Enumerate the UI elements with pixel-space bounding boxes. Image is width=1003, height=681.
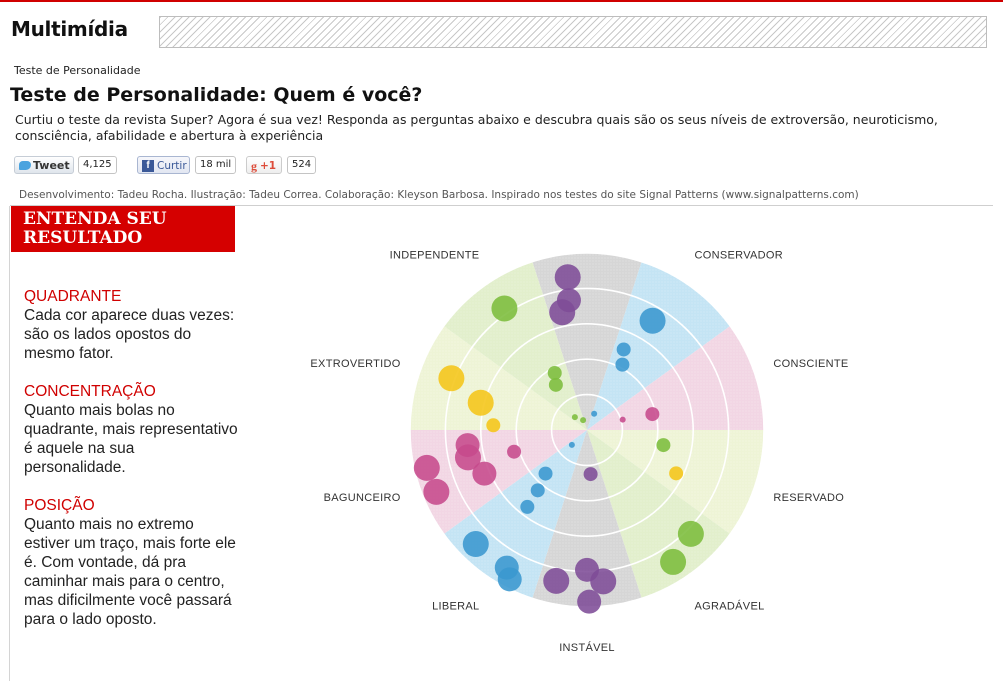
google-plus-button[interactable]: g +1	[246, 156, 282, 174]
social-bar: Tweet 4,125 f Curtir 18 mil g +1 524	[14, 156, 334, 176]
trait-ball	[423, 478, 450, 505]
sector-texture-2	[587, 325, 764, 430]
legend-title: CONCENTRAÇÃO	[24, 383, 156, 400]
legend-text: Cada cor aparece duas vezes: são os lado…	[24, 307, 235, 362]
plus-label: +1	[260, 160, 277, 172]
trait-ball	[639, 307, 666, 334]
trait-ball	[413, 454, 440, 481]
sector-texture-4	[587, 430, 731, 599]
legend-title: POSIÇÃO	[24, 497, 95, 514]
axis-label-9: INDEPENDENTE	[390, 249, 480, 261]
trait-ball	[656, 438, 671, 453]
section-title: Multimídia	[11, 17, 128, 41]
trait-ball	[577, 589, 602, 614]
sector-texture-8	[410, 325, 587, 430]
axis-label-1: CONSERVADOR	[695, 249, 783, 261]
trait-ball	[454, 444, 481, 471]
trait-ball	[507, 444, 522, 459]
trait-ball	[491, 295, 518, 322]
top-red-line	[0, 0, 1003, 2]
facebook-like-button[interactable]: f Curtir	[137, 156, 190, 174]
trait-ball	[538, 466, 553, 481]
trait-ball	[580, 417, 587, 424]
trait-ball	[677, 520, 704, 547]
trait-ball	[462, 531, 489, 558]
header-hatch-band	[159, 16, 987, 48]
axis-label-7: BAGUNCEIRO	[324, 492, 401, 504]
google-icon: g	[251, 159, 257, 173]
trait-ball	[548, 377, 563, 392]
trait-ball	[660, 548, 687, 575]
legend-quadrante: QUADRANTE Cada cor aparece duas vezes: s…	[24, 287, 239, 363]
like-label: Curtir	[157, 160, 187, 172]
breadcrumb[interactable]: Teste de Personalidade	[14, 64, 141, 77]
plus-count: 524	[287, 156, 317, 174]
legend-concentracao: CONCENTRAÇÃO Quanto mais bolas no quadra…	[24, 382, 239, 477]
like-count: 18 mil	[195, 156, 237, 174]
trait-ball	[467, 389, 494, 416]
ring-1	[550, 393, 624, 467]
trait-ball	[590, 568, 617, 595]
trait-ball	[486, 418, 501, 433]
legend-text: Quanto mais bolas no quadrante, mais rep…	[24, 402, 238, 476]
facebook-icon: f	[142, 160, 154, 172]
page-title: Teste de Personalidade: Quem é você?	[10, 84, 423, 106]
tweet-button[interactable]: Tweet	[14, 156, 74, 174]
axis-label-8: EXTROVERTIDO	[310, 358, 400, 370]
trait-ball	[530, 483, 545, 498]
sector-texture-5	[532, 430, 642, 607]
trait-ball	[645, 407, 660, 422]
trait-ball	[583, 467, 598, 482]
trait-ball	[591, 410, 598, 417]
ring-2	[515, 358, 659, 502]
tweet-label: Tweet	[33, 159, 70, 172]
axis-label-2: CONSCIENTE	[773, 358, 848, 370]
axis-label-4: AGRADÁVEL	[695, 600, 765, 613]
sector-texture-3	[587, 430, 764, 535]
axis-label-6: LIBERAL	[432, 601, 479, 613]
article-intro: Curtiu o teste da revista Super? Agora é…	[15, 112, 938, 143]
axis-label-5: INSTÁVEL	[559, 641, 615, 654]
left-rule	[9, 206, 10, 681]
sector-texture-7	[410, 430, 587, 535]
sector-texture-1	[587, 261, 731, 430]
trait-ball	[619, 416, 626, 423]
ring-3	[480, 323, 694, 537]
tweet-count: 4,125	[78, 156, 117, 174]
axis-label-3: RESERVADO	[773, 492, 844, 504]
result-guide-header: ENTENDA SEU RESULTADO	[11, 206, 235, 252]
trait-ball	[568, 441, 575, 448]
personality-radial-chart: CONSTANTECONSERVADORCONSCIENTERESERVADOA…	[310, 249, 848, 654]
credits-line: Desenvolvimento: Tadeu Rocha. Ilustração…	[19, 189, 859, 201]
trait-ball	[438, 365, 465, 392]
trait-ball	[554, 264, 581, 291]
bird-icon	[19, 161, 31, 170]
legend-title: QUADRANTE	[24, 288, 122, 305]
legend-posicao: POSIÇÃO Quanto mais no extremo estiver u…	[24, 496, 239, 629]
trait-ball	[615, 357, 630, 372]
trait-ball	[571, 414, 578, 421]
trait-ball	[497, 567, 522, 592]
trait-ball	[520, 499, 535, 514]
legend-text: Quanto mais no extremo estiver um traço,…	[24, 516, 236, 628]
trait-ball	[543, 567, 570, 594]
trait-ball	[669, 466, 684, 481]
trait-ball	[616, 342, 631, 357]
divider	[10, 205, 993, 206]
trait-ball	[547, 366, 562, 381]
trait-ball	[549, 299, 576, 326]
trait-ball	[472, 461, 497, 486]
